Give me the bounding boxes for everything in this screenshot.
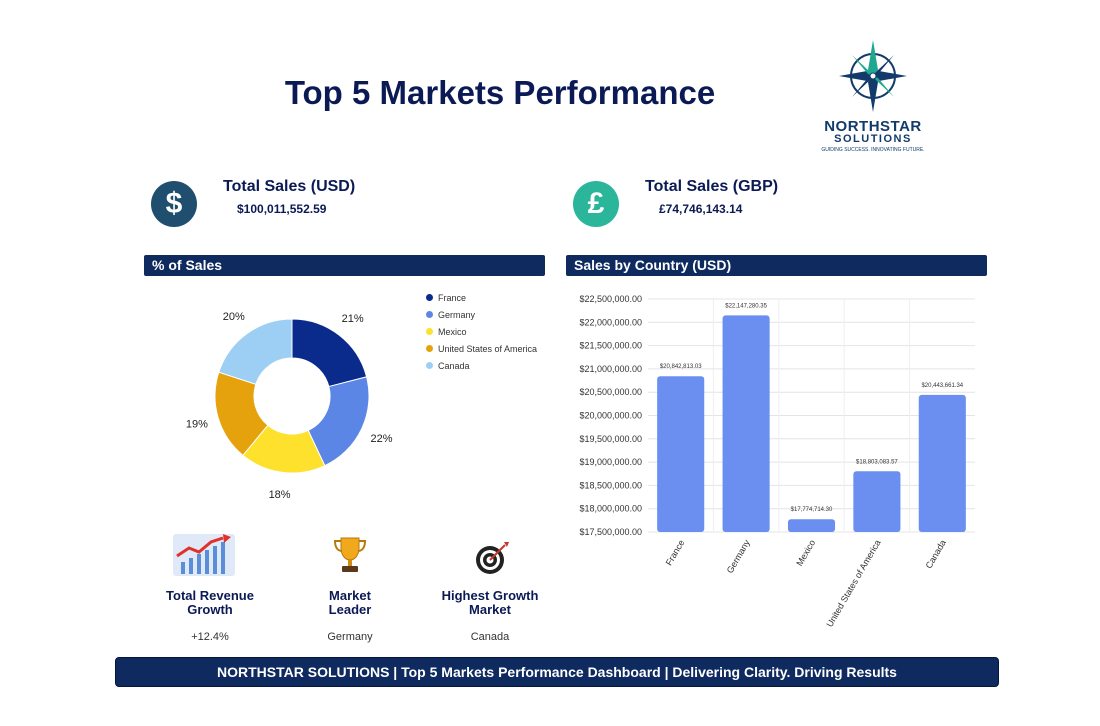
logo-name: NORTHSTAR xyxy=(824,118,922,135)
target-icon xyxy=(474,540,510,576)
y-tick-label: $19,500,000.00 xyxy=(579,434,642,444)
kpi-gbp-title: Total Sales (GBP) xyxy=(645,178,779,195)
pie-label: 18% xyxy=(269,489,291,500)
x-tick-label: France xyxy=(664,538,687,567)
pie-slice-france xyxy=(291,318,368,388)
company-logo: NORTHSTAR SOLUTIONS GUIDING SUCCESS. INN… xyxy=(808,36,938,156)
pie-label: 20% xyxy=(223,311,245,323)
bar-united-states-of-america xyxy=(853,471,901,532)
y-tick-label: $21,000,000.00 xyxy=(579,364,642,374)
legend-item: Canada xyxy=(426,357,537,374)
bar-data-label: $20,443,661.34 xyxy=(921,383,963,389)
pound-icon: £ xyxy=(573,181,619,227)
y-tick-label: $20,000,000.00 xyxy=(579,411,642,421)
legend-label: Canada xyxy=(438,360,470,371)
legend-item: Germany xyxy=(426,306,537,323)
x-tick-label: Mexico xyxy=(794,538,817,568)
y-tick-label: $20,500,000.00 xyxy=(579,387,642,397)
dollar-icon: $ xyxy=(151,181,197,227)
legend-item: Mexico xyxy=(426,323,537,340)
y-tick-label: $22,500,000.00 xyxy=(579,294,642,304)
metric-revenue-growth-value: +12.4% xyxy=(191,631,229,643)
kpi-gbp-value: £74,746,143.14 xyxy=(659,202,743,216)
legend-swatch xyxy=(426,328,433,335)
legend-label: United States of America xyxy=(438,343,538,354)
legend-label: Germany xyxy=(438,309,476,320)
pie-label: 21% xyxy=(342,313,364,325)
legend-label: Mexico xyxy=(438,326,467,337)
pie-slice-canada xyxy=(218,318,293,385)
metric-market-leader-value: Germany xyxy=(327,631,373,643)
pie-label: 22% xyxy=(371,433,393,445)
bar-data-label: $20,842,813.03 xyxy=(660,364,702,370)
bar-mexico xyxy=(787,519,836,532)
pie-label: 19% xyxy=(186,419,208,431)
y-tick-label: $21,500,000.00 xyxy=(579,341,642,351)
bar-data-label: $17,774,714.30 xyxy=(791,507,833,513)
bar-data-label: $22,147,280.35 xyxy=(725,303,767,309)
logo-tagline: GUIDING SUCCESS. INNOVATING FUTURE. xyxy=(821,147,925,153)
metric-revenue-growth-label: Total Revenue Growth xyxy=(166,588,254,617)
legend-swatch xyxy=(426,311,433,318)
footer-banner: NORTHSTAR SOLUTIONS | Top 5 Markets Perf… xyxy=(115,657,999,687)
sales-share-donut-chart: 21% 22% 18% 19% 20% xyxy=(186,311,393,500)
x-tick-label: Canada xyxy=(924,538,948,570)
y-tick-label: $18,000,000.00 xyxy=(579,504,642,514)
legend-swatch xyxy=(426,362,433,369)
x-tick-label: Germany xyxy=(725,538,752,575)
logo-sub: SOLUTIONS xyxy=(834,133,912,145)
trophy-icon xyxy=(333,536,367,574)
metric-highest-growth-label: Highest Growth Market xyxy=(441,588,539,617)
metric-highest-growth-value: Canada xyxy=(470,631,510,643)
y-tick-label: $22,000,000.00 xyxy=(579,317,642,327)
bar-germany xyxy=(722,315,770,532)
bar-france xyxy=(657,376,705,532)
y-tick-label: $18,500,000.00 xyxy=(579,480,642,490)
legend-swatch xyxy=(426,345,433,352)
bar-canada xyxy=(918,394,966,532)
growth-chart-icon xyxy=(173,534,235,576)
sales-by-country-bar-chart: $17,500,000.00 $18,000,000.00 $18,500,000.… xyxy=(579,294,975,629)
x-tick-label: United States of America xyxy=(824,538,882,629)
bar-panel-header: Sales by Country (USD) xyxy=(566,255,987,276)
legend-label: France xyxy=(438,292,467,303)
bar-data-label: $18,803,083.57 xyxy=(856,459,898,465)
legend-item: United States of America xyxy=(426,340,537,357)
page-title: Top 5 Markets Performance xyxy=(284,74,716,111)
y-tick-label: $17,500,000.00 xyxy=(579,527,642,537)
legend-swatch xyxy=(426,294,433,301)
compass-star-icon xyxy=(839,40,907,112)
kpi-usd-value: $100,011,552.59 xyxy=(237,202,327,216)
y-tick-label: $19,000,000.00 xyxy=(579,457,642,467)
pie-panel-header: % of Sales xyxy=(144,255,545,276)
kpi-usd-title: Total Sales (USD) xyxy=(223,178,356,195)
metric-market-leader-label: Market Leader xyxy=(328,588,372,617)
legend-item: France xyxy=(426,289,537,306)
pie-legend: France Germany Mexico United States of Amer… xyxy=(426,289,537,374)
